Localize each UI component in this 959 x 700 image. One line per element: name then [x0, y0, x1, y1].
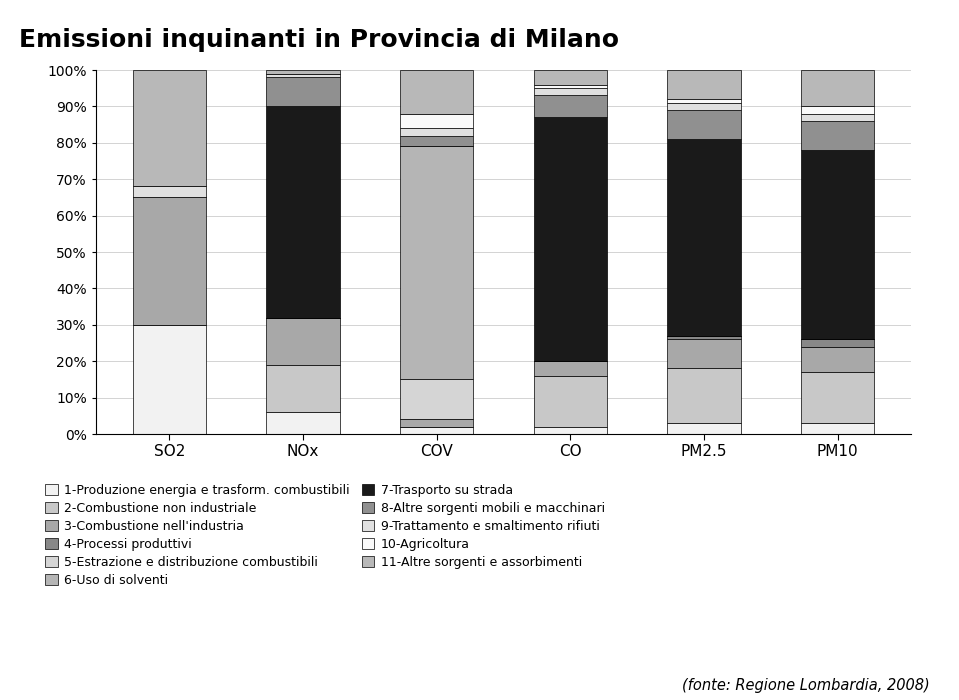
Bar — [667, 336, 740, 340]
Bar — [400, 427, 474, 434]
Bar — [400, 113, 474, 128]
Bar — [132, 186, 206, 197]
Bar — [801, 70, 875, 106]
Bar — [267, 412, 339, 434]
Bar — [267, 106, 339, 318]
Bar — [400, 136, 474, 146]
Bar — [533, 95, 607, 118]
Bar — [667, 70, 740, 99]
Bar — [801, 113, 875, 121]
Bar — [533, 85, 607, 88]
Bar — [267, 74, 339, 77]
Bar — [400, 419, 474, 427]
Bar — [667, 99, 740, 103]
Bar — [400, 70, 474, 113]
Bar — [132, 325, 206, 434]
Bar — [801, 346, 875, 372]
Bar — [801, 106, 875, 113]
Bar — [267, 365, 339, 412]
Bar — [533, 118, 607, 361]
Bar — [132, 70, 206, 186]
Bar — [267, 70, 339, 74]
Bar — [801, 340, 875, 346]
Bar — [667, 103, 740, 110]
Text: Emissioni inquinanti in Provincia di Milano: Emissioni inquinanti in Provincia di Mil… — [19, 28, 620, 52]
Bar — [667, 368, 740, 423]
Bar — [801, 150, 875, 340]
Bar — [667, 110, 740, 139]
Bar — [533, 376, 607, 427]
Bar — [400, 128, 474, 136]
Bar — [533, 70, 607, 85]
Bar — [533, 361, 607, 376]
Bar — [801, 423, 875, 434]
Bar — [801, 372, 875, 423]
Legend: 1-Produzione energia e trasform. combustibili, 2-Combustione non industriale, 3-: 1-Produzione energia e trasform. combust… — [45, 484, 605, 587]
Bar — [667, 423, 740, 434]
Bar — [533, 427, 607, 434]
Bar — [267, 77, 339, 106]
Bar — [667, 340, 740, 368]
Bar — [267, 318, 339, 365]
Bar — [533, 88, 607, 95]
Bar — [400, 379, 474, 419]
Bar — [667, 139, 740, 336]
Bar — [400, 146, 474, 379]
Text: (fonte: Regione Lombardia, 2008): (fonte: Regione Lombardia, 2008) — [683, 678, 930, 693]
Bar — [801, 121, 875, 150]
Bar — [132, 197, 206, 325]
